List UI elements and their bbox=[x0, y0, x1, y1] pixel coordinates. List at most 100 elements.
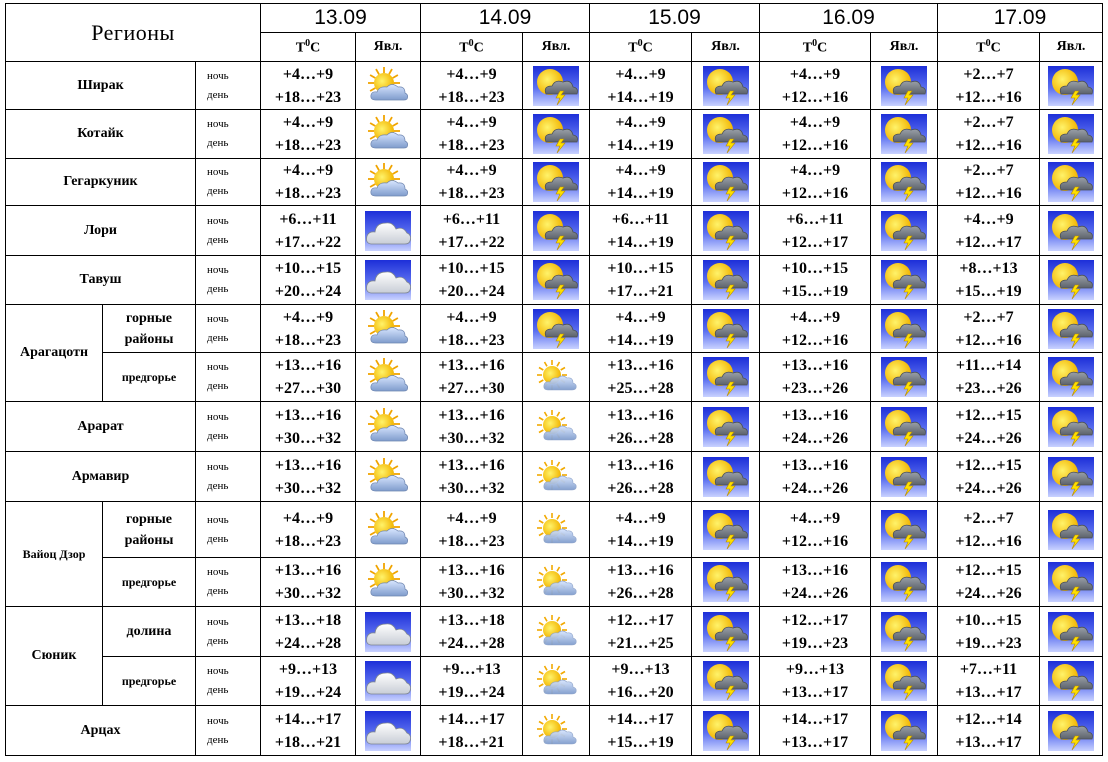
night-day-label: ночь день bbox=[195, 304, 261, 353]
night-temp: +2…+7 bbox=[963, 509, 1014, 527]
weather-phenomenon-cell bbox=[870, 656, 938, 706]
thunderstorm-sun-icon bbox=[1041, 611, 1102, 653]
day-temp: +12…+16 bbox=[955, 532, 1022, 550]
thunderstorm-sun-icon bbox=[524, 113, 589, 155]
night-temp: +4…+9 bbox=[615, 65, 666, 83]
day-temp: +12…+16 bbox=[955, 331, 1022, 349]
thunderstorm-sun-icon bbox=[1041, 561, 1102, 603]
night-temp: +4…+9 bbox=[963, 210, 1014, 228]
night-temp: +13…+16 bbox=[607, 562, 674, 579]
night-temp: +4…+9 bbox=[282, 65, 334, 83]
temperature-cell: +6…+11 +12…+17 bbox=[759, 205, 871, 256]
night-temp: +4…+9 bbox=[789, 114, 841, 131]
day-temp: +30…+32 bbox=[438, 585, 505, 602]
temperature-cell: +13…+16 +25…+28 bbox=[589, 352, 692, 402]
thunderstorm-sun-icon bbox=[872, 660, 937, 702]
weather-phenomenon-cell bbox=[355, 656, 421, 706]
night-temp: +12…+14 bbox=[955, 710, 1022, 728]
temperature-cell: +13…+16 +24…+26 bbox=[759, 451, 871, 502]
day-temp: +19…+24 bbox=[274, 684, 342, 701]
date-header: 14.09 bbox=[420, 3, 590, 33]
thunderstorm-sun-icon bbox=[872, 456, 937, 498]
day-temp: +26…+28 bbox=[607, 585, 674, 602]
night-temp: +13…+16 bbox=[274, 456, 342, 474]
day-temp: +26…+28 bbox=[607, 479, 674, 497]
temperature-cell: +9…+13 +19…+24 bbox=[260, 656, 356, 706]
night-temp: +6…+11 bbox=[279, 210, 337, 228]
temperature-cell: +4…+9 +14…+19 bbox=[589, 109, 692, 159]
night-day-label: ночь день bbox=[195, 109, 261, 159]
temperature-cell: +13…+16 +26…+28 bbox=[589, 451, 692, 502]
day-label: день bbox=[207, 137, 229, 149]
temperature-cell: +13…+16 +30…+32 bbox=[260, 557, 356, 607]
temperature-cell: +14…+17 +15…+19 bbox=[589, 705, 692, 756]
day-label: день bbox=[207, 733, 229, 746]
partly-sunny-icon bbox=[524, 406, 589, 448]
thunderstorm-sun-icon bbox=[1041, 356, 1102, 398]
temperature-cell: +6…+11 +17…+22 bbox=[260, 205, 356, 256]
night-temp: +10…+15 bbox=[607, 260, 674, 277]
weather-phenomenon-cell bbox=[355, 158, 421, 206]
weather-phenomenon-cell bbox=[870, 255, 938, 305]
temperature-cell: +4…+9 +18…+23 bbox=[420, 109, 523, 159]
day-temp: +18…+23 bbox=[274, 137, 342, 154]
night-temp: +13…+16 bbox=[781, 456, 849, 474]
weather-phenomenon-cell bbox=[870, 557, 938, 607]
temperature-cell: +6…+11 +14…+19 bbox=[589, 205, 692, 256]
temp-column-header: T0C bbox=[937, 32, 1040, 62]
day-temp: +12…+16 bbox=[955, 88, 1022, 106]
cloudy-icon bbox=[357, 210, 420, 252]
day-label: день bbox=[207, 684, 229, 696]
temp-column-header: T0C bbox=[759, 32, 871, 62]
day-label: день bbox=[207, 185, 229, 197]
night-temp: +13…+16 bbox=[274, 562, 342, 579]
night-label: ночь bbox=[207, 214, 229, 227]
phenomenon-column-header: Явл. bbox=[355, 32, 421, 62]
day-temp: +30…+32 bbox=[274, 479, 342, 497]
cloudy-icon bbox=[357, 611, 420, 653]
night-temp: +13…+16 bbox=[274, 357, 342, 374]
temperature-cell: +9…+13 +19…+24 bbox=[420, 656, 523, 706]
weather-phenomenon-cell bbox=[355, 557, 421, 607]
sun-cloud-icon bbox=[357, 561, 420, 603]
temperature-cell: +10…+15 +20…+24 bbox=[260, 255, 356, 305]
night-temp: +13…+16 bbox=[607, 357, 674, 374]
temperature-cell: +4…+9 +18…+23 bbox=[420, 304, 523, 353]
day-temp: +26…+28 bbox=[607, 429, 674, 447]
day-temp: +27…+30 bbox=[438, 380, 505, 397]
weather-phenomenon-cell bbox=[522, 109, 590, 159]
night-label: ночь bbox=[207, 264, 229, 276]
night-temp: +9…+13 bbox=[611, 661, 670, 678]
temperature-cell: +4…+9 +14…+19 bbox=[589, 61, 692, 110]
day-temp: +18…+23 bbox=[274, 331, 342, 349]
night-temp: +4…+9 bbox=[615, 308, 666, 326]
night-day-label: ночь день bbox=[195, 205, 261, 256]
temperature-cell: +14…+17 +18…+21 bbox=[420, 705, 523, 756]
partly-sunny-icon bbox=[524, 660, 589, 702]
night-day-label: ночь день bbox=[195, 705, 261, 756]
day-temp: +21…+25 bbox=[607, 634, 674, 652]
cloudy-icon bbox=[357, 660, 420, 702]
thunderstorm-sun-icon bbox=[693, 406, 759, 448]
night-day-label: ночь день bbox=[195, 451, 261, 502]
subregion-name: горные районы bbox=[102, 304, 196, 353]
day-temp: +12…+16 bbox=[781, 532, 849, 550]
temperature-cell: +4…+9 +14…+19 bbox=[589, 501, 692, 558]
weather-phenomenon-cell bbox=[870, 705, 938, 756]
night-temp: +12…+17 bbox=[781, 611, 849, 629]
date-header: 13.09 bbox=[260, 3, 421, 33]
weather-phenomenon-cell bbox=[355, 304, 421, 353]
night-temp: +4…+9 bbox=[789, 65, 841, 83]
thunderstorm-sun-icon bbox=[1041, 710, 1102, 752]
weather-phenomenon-cell bbox=[522, 401, 590, 452]
temperature-cell: +10…+15 +17…+21 bbox=[589, 255, 692, 305]
day-temp: +24…+28 bbox=[438, 634, 505, 652]
temperature-cell: +4…+9 +12…+16 bbox=[759, 109, 871, 159]
temperature-cell: +2…+7 +12…+16 bbox=[937, 304, 1040, 353]
weather-phenomenon-cell bbox=[1039, 557, 1103, 607]
thunderstorm-sun-icon bbox=[693, 561, 759, 603]
weather-phenomenon-cell bbox=[522, 656, 590, 706]
weather-phenomenon-cell bbox=[522, 158, 590, 206]
thunderstorm-sun-icon bbox=[872, 210, 937, 252]
weather-phenomenon-cell bbox=[355, 705, 421, 756]
